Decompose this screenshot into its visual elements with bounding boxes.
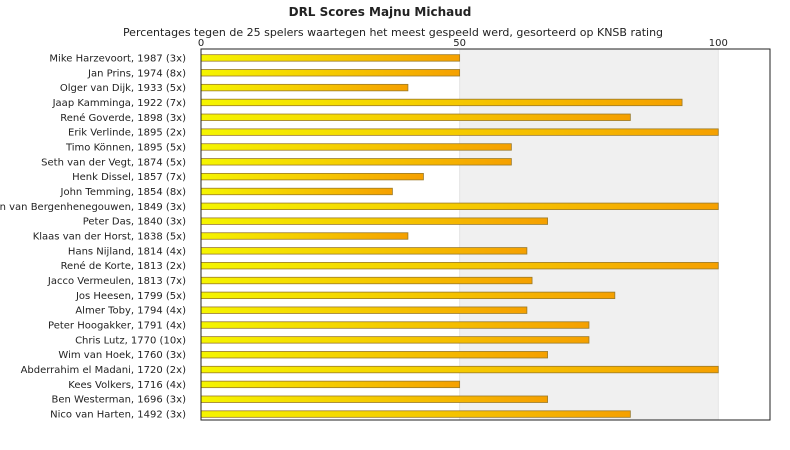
bar — [200, 217, 548, 225]
bar — [200, 247, 528, 255]
x-tick-label: 50 — [453, 38, 466, 49]
category-label: Erik Verlinde, 1895 (2x) — [68, 128, 186, 139]
category-label: Timo Können, 1895 (5x) — [65, 142, 186, 153]
category-label: Koen van Bergenhenegouwen, 1849 (3x) — [0, 202, 186, 213]
category-label: Olger van Dijk, 1933 (5x) — [60, 83, 186, 94]
bar — [200, 232, 409, 240]
bar — [200, 365, 719, 374]
bar — [200, 128, 719, 136]
bar — [200, 113, 631, 121]
category-label: Wim van Hoek, 1760 (3x) — [58, 350, 186, 361]
bar — [200, 54, 461, 62]
bar — [200, 336, 590, 344]
x-tick-label: 0 — [198, 38, 204, 49]
category-label: Almer Toby, 1794 (4x) — [75, 306, 186, 317]
bar — [200, 83, 409, 92]
chart-title: DRL Scores Majnu Michaud — [289, 5, 472, 19]
category-label: John Temming, 1854 (8x) — [60, 187, 187, 198]
category-label: Jaap Kamminga, 1922 (7x) — [52, 98, 186, 109]
bar — [200, 410, 631, 418]
category-label: Kees Volkers, 1716 (4x) — [68, 380, 186, 391]
plot-frame — [200, 48, 771, 421]
category-label: Jacco Vermeulen, 1813 (7x) — [47, 276, 186, 287]
bar — [200, 187, 393, 196]
bars — [200, 54, 719, 418]
bar — [200, 276, 533, 285]
bar — [200, 98, 683, 107]
category-label: Ben Westerman, 1696 (3x) — [52, 395, 187, 406]
category-labels: Mike Harzevoort, 1987 (3x) Jan Prins, 197… — [0, 53, 186, 420]
bar — [200, 321, 590, 329]
bar — [200, 202, 719, 210]
category-label: Henk Dissel, 1857 (7x) — [72, 172, 186, 183]
bar — [200, 69, 461, 77]
category-label: Abderrahim el Madani, 1720 (2x) — [21, 365, 187, 376]
category-label: Hans Nijland, 1814 (4x) — [68, 246, 186, 257]
category-label: Chris Lutz, 1770 (10x) — [75, 335, 186, 346]
category-label: Seth van der Vegt, 1874 (5x) — [41, 157, 186, 168]
chart-subtitle: Percentages tegen de 25 spelers waartege… — [123, 26, 663, 39]
bar — [200, 172, 424, 181]
bar — [200, 158, 512, 166]
category-label: Peter Das, 1840 (3x) — [83, 217, 186, 228]
bar — [200, 380, 461, 389]
bar — [200, 262, 719, 270]
category-label: Klaas van der Horst, 1838 (5x) — [33, 232, 186, 243]
category-label: René de Korte, 1813 (2x) — [61, 260, 187, 272]
category-label: Jos Heesen, 1799 (5x) — [75, 291, 186, 302]
category-label: Nico van Harten, 1492 (3x) — [50, 410, 186, 421]
x-axis-ticks: 0 50 100 — [198, 38, 728, 49]
bar — [200, 395, 548, 403]
bar — [200, 291, 616, 300]
category-label: Peter Hoogakker, 1791 (4x) — [48, 321, 186, 332]
category-label: Jan Prins, 1974 (8x) — [87, 68, 186, 79]
bar — [200, 306, 528, 314]
x-tick-label: 100 — [709, 38, 728, 49]
category-label: René Goverde, 1898 (3x) — [60, 112, 186, 124]
bar — [200, 143, 512, 151]
bar — [200, 351, 548, 359]
category-label: Mike Harzevoort, 1987 (3x) — [49, 53, 186, 64]
plot-band — [718, 49, 770, 420]
